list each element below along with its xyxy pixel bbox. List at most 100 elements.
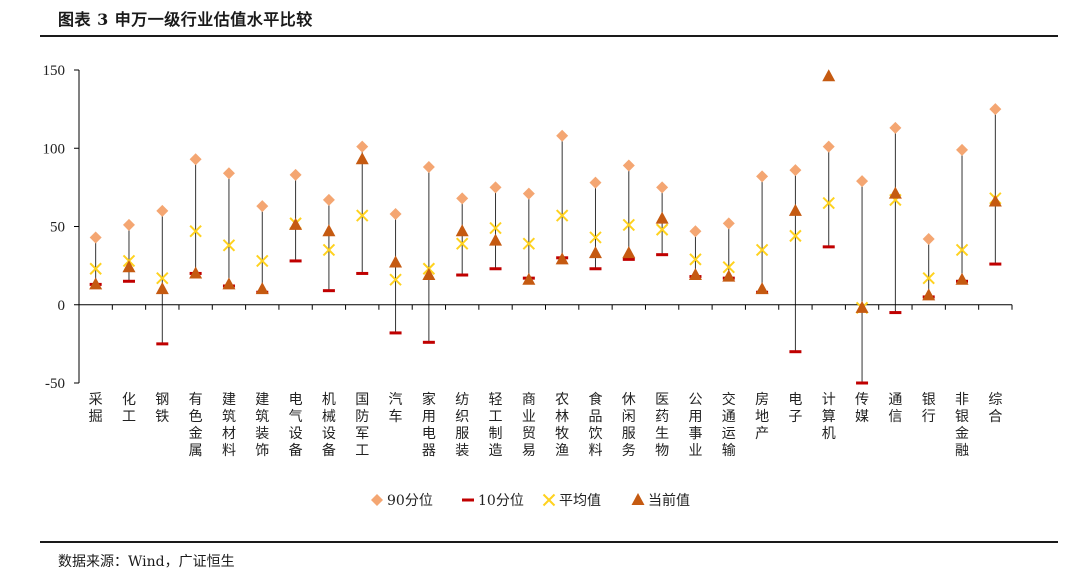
p90-marker <box>989 103 1002 116</box>
p90-marker <box>522 187 535 200</box>
p10-marker <box>156 342 169 346</box>
mean-marker <box>256 254 269 268</box>
p90-marker <box>189 153 202 166</box>
category-label: 电气设备 <box>289 392 303 459</box>
p10-marker <box>822 245 835 249</box>
category-label: 交通运输 <box>722 391 736 459</box>
legend-label: 10分位 <box>478 493 524 509</box>
mean-marker <box>89 262 102 275</box>
current-marker <box>722 269 736 282</box>
current-marker <box>122 260 136 273</box>
p10-marker <box>589 267 602 271</box>
y-tick-label: 100 <box>43 141 66 157</box>
y-tick-label: 0 <box>58 298 66 314</box>
legend-label: 90分位 <box>387 493 433 509</box>
mean-marker <box>222 239 236 252</box>
current-marker <box>555 252 569 265</box>
figure-title: 图表 3 申万一级行业估值水平比较 <box>58 10 313 29</box>
category-label: 非银金融 <box>955 392 969 459</box>
p90-marker <box>389 207 402 220</box>
current-marker <box>322 224 336 237</box>
y-tick-label: 150 <box>43 63 66 79</box>
category-label: 商业贸易 <box>522 392 536 459</box>
current-marker <box>855 300 869 313</box>
p90-marker <box>589 176 602 189</box>
p90-marker <box>856 175 869 188</box>
mean-marker <box>589 231 602 244</box>
category-label: 机械设备 <box>322 392 336 459</box>
bottom-rule <box>40 541 1058 543</box>
mean-marker <box>389 273 402 286</box>
p10-marker <box>356 271 369 275</box>
y-tick-label: -50 <box>45 376 65 392</box>
current-marker <box>389 255 403 268</box>
current-marker <box>489 233 503 246</box>
y-tick-label: 50 <box>50 220 65 236</box>
current-marker <box>922 288 936 301</box>
current-marker <box>888 186 902 199</box>
p90-marker <box>789 164 802 177</box>
legend-marker-p90 <box>371 494 383 506</box>
p90-marker <box>222 167 235 180</box>
legend-marker-current <box>631 493 645 505</box>
legend-marker-mean <box>542 493 556 507</box>
category-label: 电子 <box>788 392 802 425</box>
category-label: 银行 <box>922 392 936 425</box>
category-label: 有色金属 <box>189 392 203 459</box>
p90-marker <box>889 121 902 134</box>
mean-marker <box>322 243 336 257</box>
current-marker <box>89 277 103 290</box>
mean-marker <box>922 271 935 285</box>
mean-marker <box>555 209 569 222</box>
p10-marker <box>422 340 435 344</box>
current-marker <box>822 69 836 82</box>
current-marker <box>988 194 1002 207</box>
category-label: 公用事业 <box>688 392 702 459</box>
p90-marker <box>556 129 569 142</box>
p10-marker <box>889 311 902 315</box>
current-marker <box>588 246 602 259</box>
mean-marker <box>522 237 536 250</box>
p90-marker <box>489 181 502 194</box>
p10-marker <box>489 267 502 271</box>
p10-marker <box>122 279 135 283</box>
current-marker <box>189 266 203 279</box>
p10-marker <box>322 289 335 293</box>
markers <box>89 69 1002 385</box>
legend: 90分位 10分位 平均值 当前值 <box>371 492 690 509</box>
mean-marker <box>655 223 669 236</box>
p90-marker <box>256 200 269 213</box>
p10-marker <box>856 381 869 385</box>
current-marker <box>155 282 169 295</box>
p90-marker <box>89 231 102 244</box>
mean-marker <box>455 237 469 250</box>
category-label: 汽车 <box>389 392 403 425</box>
category-label: 传媒 <box>855 392 869 425</box>
category-label: 家用电器 <box>422 391 436 459</box>
category-label: 综合 <box>988 392 1002 425</box>
mean-marker <box>955 243 969 257</box>
current-marker <box>655 211 669 224</box>
category-label: 纺织服装 <box>455 392 469 459</box>
p90-marker <box>822 140 835 153</box>
p90-marker <box>722 217 735 230</box>
current-marker <box>955 272 969 285</box>
p90-marker <box>656 181 669 194</box>
p90-marker <box>156 204 169 217</box>
p10-marker <box>389 331 402 335</box>
mean-marker <box>189 224 202 238</box>
p90-marker <box>756 170 769 183</box>
p90-marker <box>456 192 469 205</box>
p10-marker <box>456 273 469 277</box>
current-marker <box>355 152 369 165</box>
source-note: 数据来源：Wind，广证恒生 <box>58 554 235 570</box>
p10-marker <box>789 350 802 354</box>
mean-marker <box>722 260 735 274</box>
mean-marker <box>356 209 369 222</box>
category-label: 医药生物 <box>655 392 669 459</box>
p90-marker <box>422 161 435 174</box>
p10-marker <box>622 257 635 261</box>
category-label: 建筑装饰 <box>255 392 269 459</box>
category-label: 计算机 <box>822 392 836 442</box>
